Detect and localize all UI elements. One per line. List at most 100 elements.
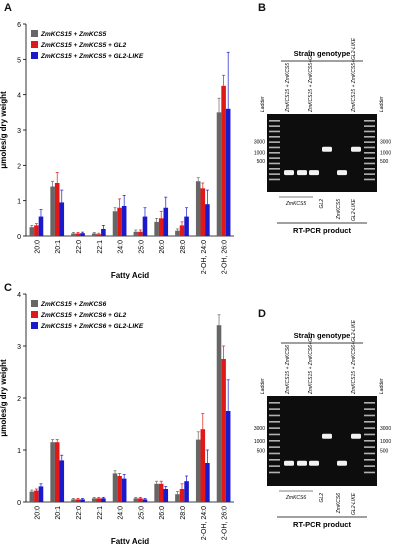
marker-label-right: 3000 (380, 426, 391, 432)
y-tick-label: 0 (17, 234, 21, 241)
gel-body (267, 396, 377, 486)
x-tick-label: 20:1 (55, 506, 62, 520)
ladder-band (364, 440, 375, 442)
ladder-band (269, 471, 280, 474)
legend-swatch (31, 311, 38, 318)
ladder-band (364, 136, 375, 138)
bar (54, 183, 60, 236)
bar (179, 225, 185, 236)
bar (59, 202, 65, 236)
marker-label-right: 500 (380, 449, 389, 455)
bar (112, 473, 118, 502)
ladder-band (364, 459, 375, 461)
y-axis-title: μmoles/g dry weight (0, 91, 8, 169)
bar (205, 463, 210, 502)
x-tick-label: 2-OH, 26:0 (222, 506, 229, 540)
ladder-band (364, 465, 375, 467)
y-tick-label: 1 (17, 199, 21, 206)
legend-swatch (31, 52, 38, 59)
ladder-band (364, 173, 375, 175)
panel-letter-d: D (258, 308, 266, 320)
ladder-band (269, 459, 280, 461)
bar (142, 499, 148, 502)
bar (175, 494, 180, 502)
bar (200, 188, 206, 236)
product-band (337, 460, 347, 466)
ladder-band (364, 146, 375, 149)
x-axis-title: Fatty Acid (111, 271, 149, 279)
ladder-band (269, 168, 280, 170)
ladder-band (269, 157, 280, 159)
product-band (322, 146, 332, 152)
bar (138, 231, 143, 236)
bar (221, 85, 226, 236)
lane-label: Ladder (379, 96, 385, 112)
x-tick-label: 24:0 (118, 506, 125, 520)
x-tick-label: 2-OH, 24:0 (201, 506, 208, 540)
bar (133, 498, 139, 502)
lane-label: ZmKCS15 + ZmKCS5 (285, 63, 291, 113)
ladder-band (269, 173, 280, 175)
bar (121, 478, 127, 502)
legend-label: ZmKCS15 + ZmKCS6 (40, 301, 107, 308)
ladder-band (269, 440, 280, 442)
ladder-band (269, 446, 280, 448)
bar (121, 205, 127, 236)
product-band (284, 460, 294, 466)
x-tick-label: 22:1 (97, 506, 104, 520)
ladder-band (364, 408, 375, 410)
bar (96, 498, 102, 502)
gel-footer: RT-PCR product (293, 226, 351, 235)
bar (117, 476, 122, 502)
bar (50, 186, 55, 236)
bar (163, 489, 169, 502)
y-tick-label: 5 (17, 57, 21, 64)
ladder-band (269, 178, 280, 181)
bar (175, 230, 180, 236)
ladder-band (269, 125, 280, 127)
ladder-band (269, 162, 280, 165)
ladder-band (269, 408, 280, 410)
bar (71, 233, 76, 236)
lane-label: ZmKCS15 + ZmKCS6+GL2-LIKE (351, 320, 357, 395)
bar (225, 108, 231, 236)
x-axis-title: Fatty Acid (111, 537, 149, 544)
lane-label: ZmKCS15 + ZmKCS5+GL2-LIKE (351, 37, 357, 113)
x-tick-label: 26:0 (159, 240, 166, 254)
legend-label: ZmKCS15 + ZmKCS5 + GL2 (40, 42, 127, 49)
ladder-band (269, 146, 280, 149)
x-tick-label: 28:0 (180, 506, 187, 520)
marker-label-left: 3000 (254, 426, 265, 432)
bar (179, 489, 185, 502)
gel-header: Strain genotype (294, 49, 351, 58)
ladder-band (364, 452, 375, 455)
marker-label-right: 500 (380, 159, 389, 165)
product-band (351, 433, 361, 439)
bar (225, 411, 231, 502)
ladder-band (364, 168, 375, 170)
ladder-band (364, 433, 375, 436)
legend-label: ZmKCS15 + ZmKCS5 + GL2-LIKE (40, 53, 144, 60)
product-band (284, 170, 294, 176)
x-tick-label: 20:0 (34, 240, 41, 254)
legend-swatch (31, 30, 38, 37)
ladder-band (364, 421, 375, 423)
product-band (297, 170, 307, 176)
bar (96, 234, 102, 236)
product-label: ZmKCS6 (285, 495, 307, 501)
y-tick-label: 1 (17, 448, 21, 455)
ladder-band (364, 414, 375, 417)
x-tick-label: 25:0 (138, 506, 145, 520)
ladder-band (364, 402, 375, 404)
marker-label-left: 1000 (254, 151, 265, 157)
marker-label-right: 1000 (380, 151, 391, 157)
y-tick-label: 4 (17, 93, 21, 100)
product-label: GL2-LIKE (351, 198, 357, 221)
legend-label: ZmKCS15 + ZmKCS6 + GL2 (40, 312, 127, 319)
lane-label: ZmKCS15 + ZmKCS6 (285, 345, 291, 395)
bar (38, 486, 44, 502)
gel-image-d: Strain genotype Ladder ZmKCS15 + ZmKCS6 ZmK… (254, 320, 391, 529)
ladder-band (269, 152, 280, 154)
ladder-band (364, 120, 375, 122)
ladder-band (364, 162, 375, 165)
